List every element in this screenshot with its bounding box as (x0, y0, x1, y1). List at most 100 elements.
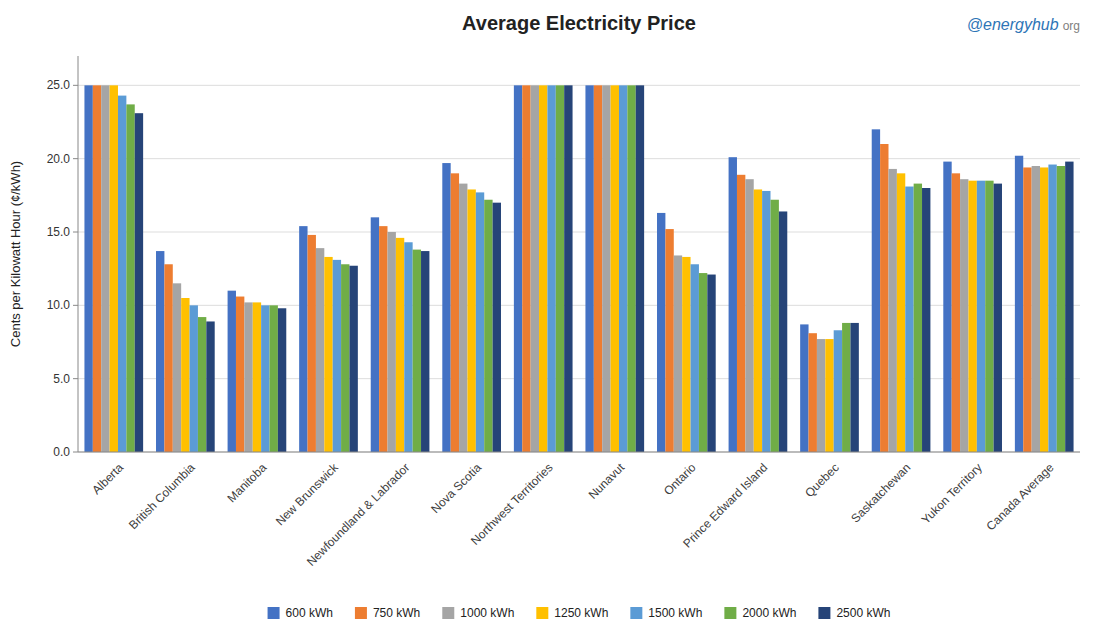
legend-swatch (268, 607, 280, 619)
x-tick-label: Northwest Territories (468, 460, 556, 548)
bar (745, 179, 753, 452)
bar (691, 264, 699, 452)
bar (484, 200, 492, 452)
bar (850, 323, 858, 452)
bar (665, 229, 673, 452)
series (135, 85, 1074, 452)
bar (308, 235, 316, 452)
bar (118, 96, 126, 452)
grid (78, 85, 1080, 452)
legend-item: 750 kWh (355, 606, 420, 620)
bar (779, 211, 787, 452)
bar (190, 305, 198, 452)
legend-label: 1250 kWh (554, 606, 608, 620)
y-axis-label: Cents per Kilowatt Hour (¢/kWh) (8, 161, 23, 347)
legend-item: 1000 kWh (442, 606, 514, 620)
bar (657, 213, 665, 452)
series (110, 85, 1049, 452)
bar (396, 238, 404, 452)
bar (198, 317, 206, 452)
legend-swatch (442, 607, 454, 619)
bar (244, 302, 252, 452)
bar (253, 302, 261, 452)
x-axis-line (78, 452, 1080, 453)
bar (880, 144, 888, 452)
x-tick-label: Ontario (661, 460, 699, 498)
x-tick-label: Nunavut (586, 460, 628, 502)
legend-label: 750 kWh (373, 606, 420, 620)
bar (800, 324, 808, 452)
bar (1040, 167, 1048, 452)
bar (922, 188, 930, 452)
x-tick-label: Manitoba (224, 460, 269, 505)
bar (110, 85, 118, 452)
bar (619, 85, 627, 452)
bar (539, 85, 547, 452)
title: Average Electricity Price (462, 12, 696, 34)
x-tick-label: Nova Scotia (428, 460, 484, 516)
bar (261, 305, 269, 452)
y-tick (73, 452, 78, 453)
legend-swatch (630, 607, 642, 619)
bar (636, 85, 644, 452)
legend-item: 2500 kWh (818, 606, 890, 620)
watermark: @energyhub (967, 16, 1059, 33)
y-axis-line (78, 56, 79, 452)
bar (707, 275, 715, 452)
bar (451, 173, 459, 452)
bar (421, 251, 429, 452)
legend-swatch (536, 607, 548, 619)
bar (404, 242, 412, 452)
series (118, 85, 1057, 452)
bar (872, 129, 880, 452)
bar (476, 192, 484, 452)
bar (371, 217, 379, 452)
bar (968, 181, 976, 452)
bar (602, 85, 610, 452)
bar (1048, 165, 1056, 452)
bar (333, 260, 341, 452)
legend-label: 2500 kWh (836, 606, 890, 620)
bar (594, 85, 602, 452)
series (101, 85, 1040, 452)
bar (387, 232, 395, 452)
bar (324, 257, 332, 452)
bar (467, 189, 475, 452)
bar (413, 250, 421, 452)
bar (206, 321, 214, 452)
bar (531, 85, 539, 452)
y-tick-label: 15.0 (47, 225, 71, 239)
bar (729, 157, 737, 452)
bar (914, 184, 922, 452)
legend-item: 600 kWh (268, 606, 333, 620)
x-tick-label: Canada Average (984, 460, 1057, 533)
y-tick-label: 5.0 (53, 372, 70, 386)
x-tick-label: Prince Edward Island (680, 460, 770, 550)
bar (514, 85, 522, 452)
y-tick (73, 85, 78, 86)
bar (809, 333, 817, 452)
bar (834, 330, 842, 452)
bar (1057, 166, 1065, 452)
bar (156, 251, 164, 452)
bar (135, 113, 143, 452)
legend-swatch (724, 607, 736, 619)
x-tick-label: Yukon Territory (919, 460, 985, 526)
legend-label: 600 kWh (286, 606, 333, 620)
bar (341, 264, 349, 452)
grid-line (78, 85, 1080, 86)
legend-label: 1500 kWh (648, 606, 702, 620)
y-tick (73, 305, 78, 306)
y-tick-label: 20.0 (47, 152, 71, 166)
bar (842, 323, 850, 452)
bar (349, 266, 357, 452)
bar (101, 85, 109, 452)
bar (173, 283, 181, 452)
bar (1065, 162, 1073, 452)
bar (316, 248, 324, 452)
y-tick (73, 158, 78, 159)
y-tick-label: 10.0 (47, 298, 71, 312)
legend-swatch (818, 607, 830, 619)
grid-line (78, 158, 1080, 159)
bar (278, 308, 286, 452)
